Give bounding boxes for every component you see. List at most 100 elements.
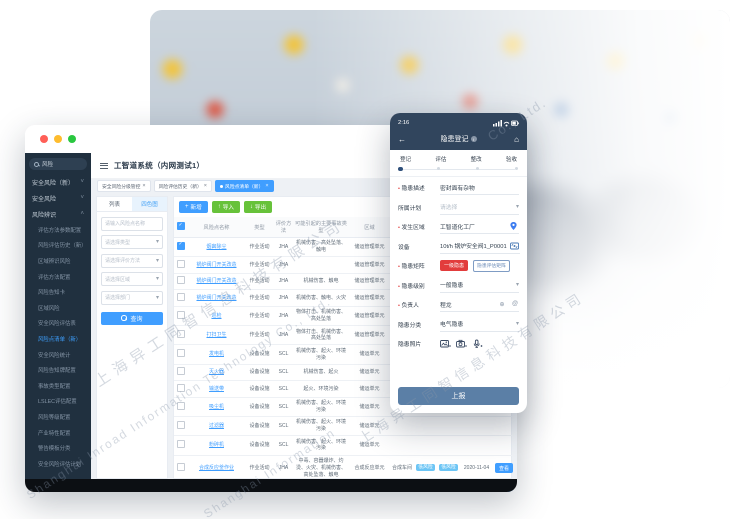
step-label-整改[interactable]: 整改	[470, 157, 482, 163]
filter-tab-列表[interactable]: 列表	[108, 202, 120, 208]
sidebar-item-安全风险评估表[interactable]: 安全风险评估表	[38, 321, 76, 328]
traffic-light-zoom-button[interactable]	[68, 135, 76, 143]
risk-point-link[interactable]: 打扫卫生	[206, 331, 227, 338]
field-location[interactable]: 工智道化工厂	[440, 219, 519, 235]
camera-add-icon[interactable]	[456, 339, 467, 349]
close-icon[interactable]: ×	[203, 183, 208, 189]
risk-point-link[interactable]: 烟囱除尘	[206, 243, 227, 250]
risk-point-link[interactable]: 发电机	[208, 351, 224, 358]
step-label-验收[interactable]: 验收	[505, 157, 517, 163]
risk-point-link[interactable]: 过滤器	[208, 422, 224, 429]
row-checkbox[interactable]	[177, 462, 185, 471]
field-select[interactable]: 请选择 ▾	[440, 200, 519, 215]
page-tab-风险点清单（新）[interactable]: 风险点清单（新） ×	[215, 180, 274, 192]
sidebar-group-安全风险（新）[interactable]: 安全风险（新） ˅	[25, 174, 91, 190]
row-checkbox[interactable]	[177, 310, 185, 319]
sidebar-item-风险告知牌配置[interactable]: 风险告知牌配置	[38, 368, 76, 375]
menu-toggle-icon[interactable]	[100, 162, 108, 169]
risk-point-link[interactable]: 锅炉阀门开关改造	[196, 278, 237, 285]
sidebar-item-警告模板分类[interactable]: 警告模板分类	[38, 446, 71, 453]
home-icon[interactable]: ⌂	[514, 134, 519, 144]
row-checkbox[interactable]	[177, 383, 185, 392]
info-badge-icon[interactable]: i	[470, 136, 477, 142]
back-arrow-icon[interactable]: ←	[398, 134, 406, 144]
filter-field-1[interactable]: 请选择类型 ▾	[101, 235, 163, 249]
risk-point-link[interactable]: 巡检	[211, 312, 222, 319]
hazard-matrix-button[interactable]: 隐患评估矩阵	[473, 259, 510, 272]
submit-button[interactable]: 上报	[398, 387, 519, 405]
method-cell: JHA	[274, 237, 293, 258]
risk-point-link[interactable]: 灭火器	[208, 369, 224, 376]
row-checkbox[interactable]	[177, 276, 185, 285]
row-checkbox[interactable]	[177, 367, 185, 376]
filter-tab-四色图[interactable]: 四色图	[132, 197, 167, 211]
sidebar-item-风险告知卡[interactable]: 风险告知卡	[38, 290, 65, 297]
person-add-icon[interactable]: ⊕	[499, 301, 505, 308]
risk-point-link[interactable]: 粉碎机	[208, 442, 224, 449]
field-select[interactable]: 电气隐患 ▾	[440, 317, 519, 332]
risk-point-link[interactable]: 锅炉阀门开关改造	[196, 261, 237, 268]
row-checkbox[interactable]	[177, 241, 185, 250]
hazard-level-button[interactable]: 一级隐患	[440, 260, 469, 272]
row-checkbox[interactable]	[177, 292, 185, 301]
step-label-评估[interactable]: 评估	[435, 157, 447, 163]
view-button[interactable]: 查看	[494, 463, 513, 474]
row-checkbox[interactable]	[177, 349, 185, 358]
risk-point-link[interactable]: 锅炉阀门开关改造	[196, 294, 237, 301]
sidebar-item-事故类型配置[interactable]: 事故类型配置	[38, 383, 71, 390]
mic-add-icon[interactable]	[472, 339, 483, 349]
sidebar-group-风险辨识[interactable]: 风险辨识 ˄	[25, 206, 91, 222]
field-device[interactable]: 10t/h 锅炉安全阀1_P0001	[440, 239, 520, 254]
sidebar-item-评估方法参数配置[interactable]: 评估方法参数配置	[38, 227, 82, 234]
risk-point-link[interactable]: 输送带	[208, 385, 224, 392]
select-all-checkbox[interactable]	[177, 222, 185, 230]
field-select[interactable]: 一般隐患 ▾	[440, 278, 519, 293]
row-checkbox[interactable]	[177, 440, 185, 449]
row-checkbox[interactable]	[177, 329, 185, 338]
risk-point-link[interactable]: 吸尘机	[208, 403, 224, 410]
rfid-scan-icon[interactable]	[509, 241, 520, 251]
filter-field-2[interactable]: 请选择评价方法 ▾	[101, 253, 163, 268]
sidebar-item-风险等级配置[interactable]: 风险等级配置	[38, 414, 71, 421]
at-mention-icon[interactable]: @	[511, 301, 519, 308]
action-cell	[493, 416, 515, 437]
sidebar-item-区域辨识风险[interactable]: 区域辨识风险	[38, 258, 71, 265]
field-person[interactable]: 程龙 ⊕ @	[440, 297, 519, 313]
sidebar-group-安全风险[interactable]: 安全风险 ˅	[25, 190, 91, 206]
risk-point-link[interactable]: 合成反应釜作业	[198, 464, 234, 471]
close-icon[interactable]: ×	[265, 183, 269, 189]
field-matrix[interactable]: 一级隐患 隐患评估矩阵	[440, 259, 519, 273]
sidebar-item-风险点清单（新）[interactable]: 风险点清单（新）	[38, 336, 82, 343]
close-icon[interactable]: ×	[142, 183, 146, 189]
step-label-登记[interactable]: 登记	[400, 157, 412, 163]
area-cell: 储运单元	[349, 435, 390, 456]
album-add-icon[interactable]	[440, 339, 451, 349]
sidebar-item-评估方法配置[interactable]: 评估方法配置	[38, 274, 71, 281]
sidebar-search-input[interactable]: 风险	[29, 158, 87, 170]
row-checkbox[interactable]	[177, 259, 185, 268]
field-text[interactable]: 密封面有杂物	[440, 180, 519, 196]
page-tab-安全风险分级管控[interactable]: 安全风险分级管控 ×	[97, 180, 151, 192]
page-tab-风险评估历史（新）[interactable]: 风险评估历史（新） ×	[153, 180, 213, 192]
add-button[interactable]: + 新增	[179, 201, 208, 213]
import-button[interactable]: ↑ 导入	[211, 201, 240, 213]
query-button[interactable]: 查询	[101, 311, 163, 325]
sidebar-item-LSLEC评估配置[interactable]: LSLEC评估配置	[38, 399, 77, 406]
risk-point-name-cell: 烟囱除尘	[188, 237, 245, 258]
row-checkbox[interactable]	[177, 420, 185, 429]
row-checkbox[interactable]	[177, 401, 185, 410]
sidebar-item-区域风险[interactable]: 区域风险	[38, 305, 60, 312]
traffic-light-close-button[interactable]	[40, 135, 48, 143]
traffic-light-minimize-button[interactable]	[54, 135, 62, 143]
area-cell: 储运管理单元	[349, 306, 390, 327]
sidebar-item-安全风险统计[interactable]: 安全风险统计	[38, 352, 71, 359]
export-button[interactable]: ↓ 导出	[243, 201, 273, 213]
sidebar-item-风险评估历史（新）[interactable]: 风险评估历史（新）	[38, 243, 87, 250]
sidebar-item-安全风险评估计划[interactable]: 安全风险评估计划	[38, 461, 82, 468]
sidebar-item-产业特性配置[interactable]: 产业特性配置	[38, 430, 71, 437]
field-photos[interactable]	[440, 337, 519, 351]
filter-field-0[interactable]: 请输入风险点名称	[101, 216, 163, 231]
filter-field-4[interactable]: 请选择部门 ▾	[101, 290, 163, 305]
filter-field-3[interactable]: 请选择区域 ▾	[101, 272, 163, 286]
location-pin-icon[interactable]	[508, 221, 519, 231]
